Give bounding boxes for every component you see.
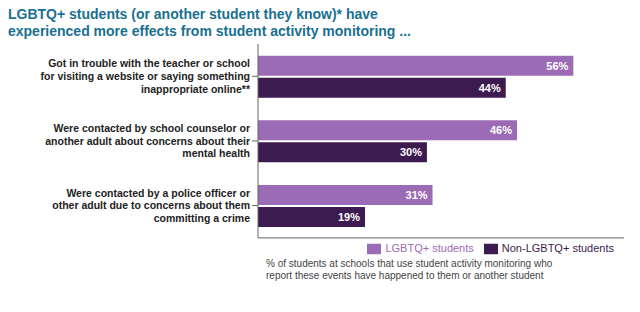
svg-text:30%: 30% — [400, 146, 422, 158]
svg-text:Got in trouble with the teache: Got in trouble with the teacher or schoo… — [41, 57, 251, 94]
svg-text:19%: 19% — [338, 211, 360, 223]
svg-text:Were contacted by school couns: Were contacted by school counselor orano… — [45, 122, 250, 159]
html-text:experienced more effects from: experienced more effects from student ac… — [8, 23, 411, 39]
html-text:LGBTQ+ students (or another st: LGBTQ+ students (or another student they… — [8, 6, 378, 22]
html-text:report these events have happe: report these events have happened to the… — [266, 270, 544, 281]
svg-text:56%: 56% — [546, 60, 568, 72]
html-text:Non-LGBTQ+ students: Non-LGBTQ+ students — [501, 241, 614, 254]
svg-text:46%: 46% — [490, 124, 512, 136]
svg-text:31%: 31% — [406, 189, 428, 201]
svg-text:44%: 44% — [479, 82, 501, 94]
html-text:% of students at schools that: % of students at schools that use studen… — [266, 258, 553, 269]
html-text:LGBTQ+ students: LGBTQ+ students — [385, 241, 474, 254]
svg-text:Were contacted by a police off: Were contacted by a police officer oroth… — [52, 187, 250, 224]
